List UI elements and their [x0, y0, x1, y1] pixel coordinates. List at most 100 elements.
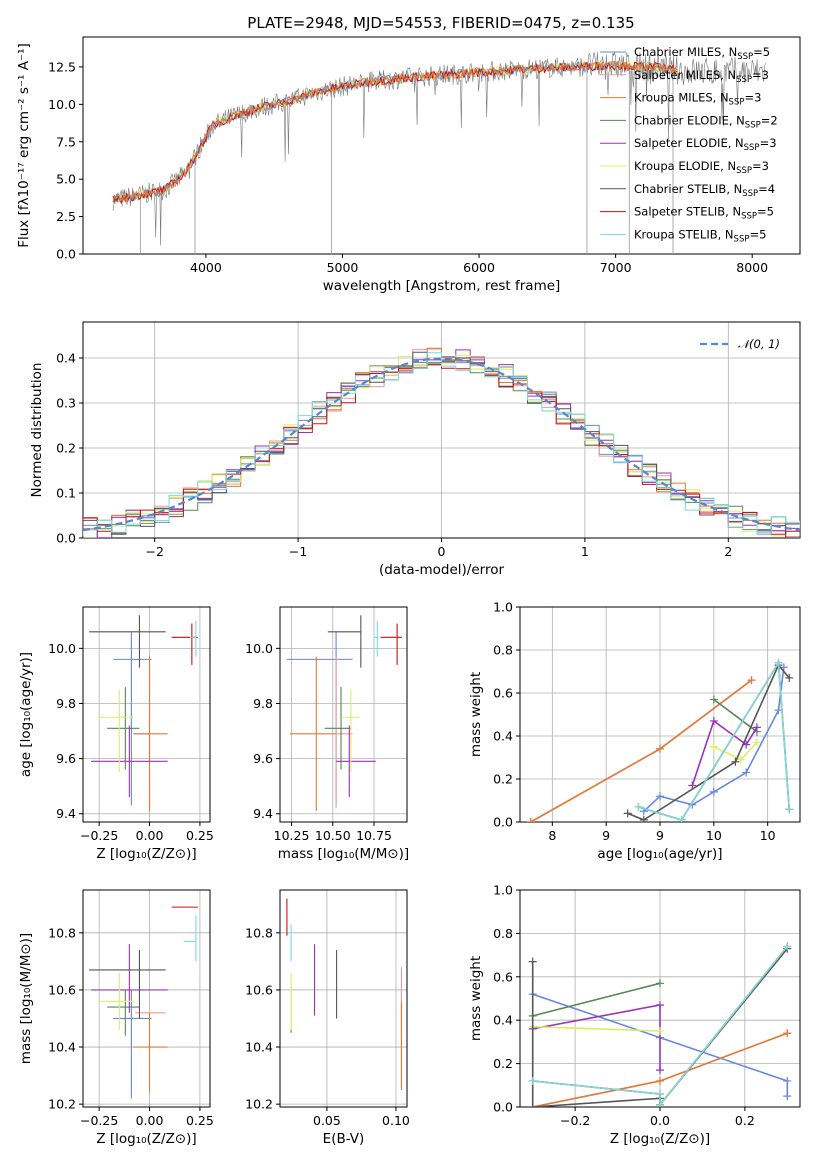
axes-frame [82, 321, 801, 539]
series-marker [639, 815, 648, 822]
series-marker [656, 1089, 664, 1098]
x-tick-label: −1 [289, 544, 307, 559]
x-tick-label: 4000 [190, 260, 222, 275]
series-marker [709, 787, 718, 796]
y-tick-label: 10.8 [245, 925, 273, 940]
legend-entry: Chabrier MILES, NSSP=5 [634, 45, 770, 62]
y-tick-label: 0.1 [56, 486, 76, 501]
legend-entry: Chabrier ELODIE, NSSP=2 [634, 113, 778, 130]
y-axis-label: mass weight [468, 956, 484, 1041]
y-tick-label: 0.4 [56, 351, 76, 366]
x-tick-label: −0.25 [80, 828, 118, 843]
y-tick-label: 10.4 [245, 1040, 273, 1055]
x-tick-label: 9 [602, 828, 610, 843]
series-line [530, 679, 752, 822]
plot-area [112, 51, 766, 254]
series-line [627, 663, 790, 821]
histogram-step [83, 352, 800, 537]
series-marker [634, 802, 643, 811]
x-axis-label: (data-model)/error [379, 562, 505, 578]
x-tick-label: −0.2 [560, 1113, 590, 1128]
figure-title: PLATE=2948, MJD=54553, FIBERID=0475, z=0… [247, 14, 634, 32]
series-marker [785, 805, 794, 814]
y-tick-label: 0.0 [493, 815, 513, 830]
series-line [532, 1004, 661, 1071]
series-marker [709, 695, 718, 704]
x-tick-label: −0.25 [80, 1113, 118, 1128]
series-line [691, 719, 758, 786]
spectrum-model-line [112, 60, 678, 204]
series-marker [709, 716, 718, 725]
plot-area [89, 615, 198, 811]
x-axis-label: E(B-V) [323, 1131, 365, 1147]
series-line [530, 679, 752, 822]
x-tick-label: 10.25 [274, 828, 310, 843]
series-marker [528, 1076, 537, 1085]
y-tick-label: 9.4 [56, 806, 76, 821]
axes-mass_Z: −0.25 0.00 0.25 10.2 10.4 10.6 10.8 Z [log₁₀(Z/… [18, 889, 214, 1147]
series-marker [528, 1103, 537, 1107]
series-marker [783, 1092, 792, 1101]
series-marker [677, 815, 686, 822]
x-tick-label: 0.25 [186, 828, 214, 843]
legend-entry: Kroupa STELIB, NSSP=5 [634, 227, 766, 244]
axes-frame [82, 606, 211, 823]
y-axis-label: Flux [fλ10⁻¹⁷ erg cm⁻² s⁻¹ A⁻¹] [16, 43, 32, 248]
x-tick-label: 5000 [327, 260, 359, 275]
series-marker [774, 658, 783, 667]
y-tick-label: 10.0 [48, 641, 76, 656]
y-tick-label: 0.6 [493, 686, 513, 701]
series-marker [656, 979, 664, 988]
series-line [532, 993, 789, 1097]
series-marker [528, 957, 537, 966]
series-marker [752, 738, 761, 747]
y-tick-label: 2.5 [56, 209, 76, 224]
y-tick-label: 10.4 [48, 1040, 76, 1055]
x-tick-label: 0.00 [136, 828, 164, 843]
series-marker [656, 792, 664, 801]
axes-frame [82, 36, 801, 255]
x-tick-label: 7000 [600, 260, 632, 275]
series-line [713, 698, 758, 733]
series-marker [783, 1076, 792, 1085]
axes-mass_ebv: 0.05 0.10 10.2 10.4 10.6 10.8 E(B-V) [245, 889, 410, 1147]
legend-entry: Salpeter MILES, NSSP=3 [634, 68, 769, 85]
y-tick-label: 10.8 [48, 925, 76, 940]
x-tick-label: 0.2 [735, 1113, 755, 1128]
series-line [532, 982, 661, 1017]
series-marker [656, 1076, 664, 1085]
y-axis-label: Normed distribution [29, 363, 45, 498]
series-marker [656, 744, 664, 753]
y-tick-label: 0.0 [493, 1100, 513, 1115]
series-marker [656, 1066, 664, 1075]
series-marker [656, 1027, 664, 1036]
plot-area [286, 898, 403, 1090]
x-tick-label: 0.10 [382, 1113, 410, 1128]
plot-area [83, 347, 800, 538]
axes-spectrum: 4000 5000 6000 7000 8000 0.0 2.5 5.0 7.5 10.0 12.5… [16, 36, 801, 294]
axes-frame [82, 889, 211, 1108]
series-marker [742, 768, 751, 777]
x-axis-label: mass [log₁₀(M/M⊙)] [278, 846, 409, 862]
y-tick-label: 0.8 [493, 926, 513, 941]
spectrum-legend: Chabrier MILES, NSSP=5 Salpeter MILES, NS… [600, 45, 778, 244]
series-line [532, 1025, 661, 1032]
y-tick-label: 12.5 [48, 59, 76, 74]
x-tick-label: 10 [760, 828, 776, 843]
y-tick-label: 10.2 [245, 1097, 273, 1112]
y-tick-label: 5.0 [56, 172, 76, 187]
x-tick-label: 9 [656, 828, 664, 843]
y-tick-label: 0.0 [56, 531, 76, 546]
series-marker [785, 673, 794, 682]
series-line [638, 660, 790, 821]
series-marker [731, 757, 740, 766]
legend-entry: Chabrier STELIB, NSSP=4 [634, 182, 775, 199]
y-tick-label: 9.8 [253, 696, 273, 711]
plot-area [526, 658, 794, 822]
x-tick-label: 8000 [736, 260, 768, 275]
x-tick-label: 6000 [463, 260, 495, 275]
y-axis-label: age [log₁₀(age/yr)] [18, 652, 34, 777]
y-tick-label: 10.2 [48, 1097, 76, 1112]
y-tick-label: 9.6 [56, 751, 76, 766]
